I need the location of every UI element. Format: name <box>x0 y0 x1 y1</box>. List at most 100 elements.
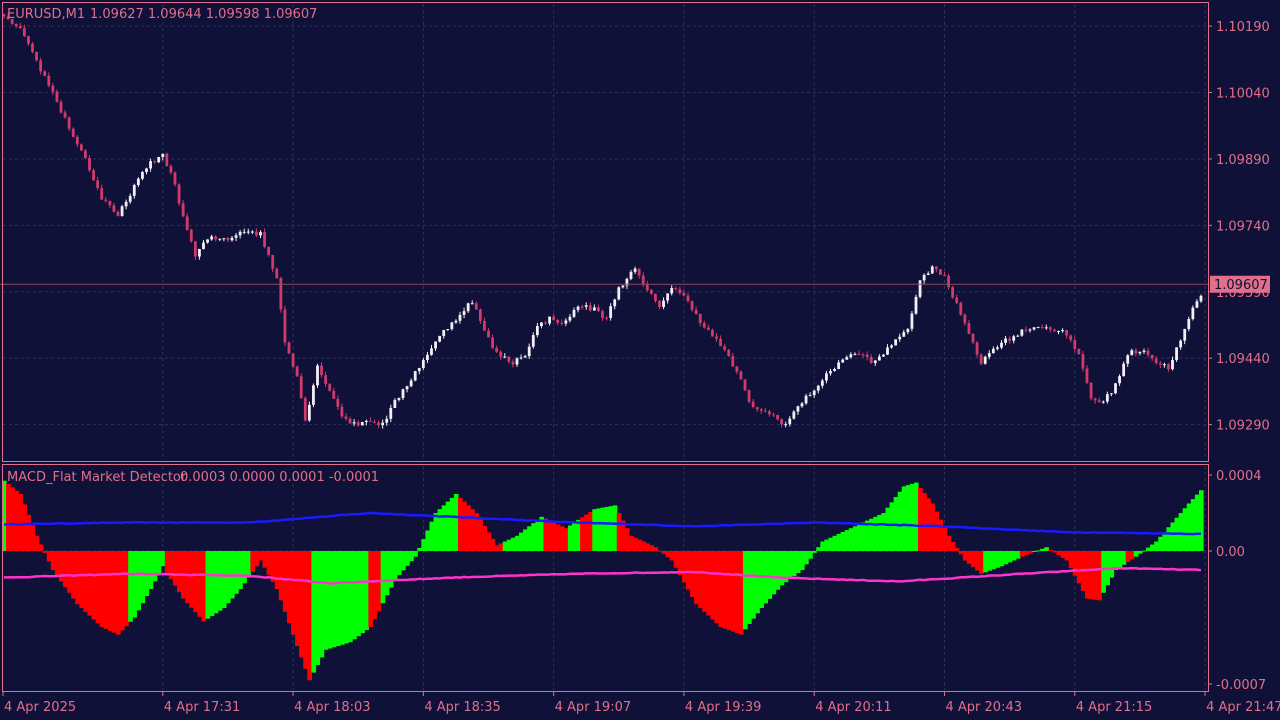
candle <box>1077 348 1081 355</box>
histogram-bar <box>83 551 89 612</box>
candle <box>6 13 10 21</box>
candle <box>613 298 617 310</box>
histogram-bar <box>791 551 797 577</box>
histogram-bar <box>445 501 451 551</box>
candle <box>238 229 242 239</box>
histogram-bar <box>905 485 911 551</box>
histogram-bar <box>295 551 300 646</box>
candle <box>1146 347 1150 358</box>
histogram-bar <box>620 520 626 551</box>
candle <box>1118 374 1121 386</box>
candle <box>271 254 275 273</box>
candlesticks <box>2 13 1203 429</box>
histogram-bar <box>392 551 398 580</box>
candle <box>352 419 356 427</box>
histogram-bar <box>323 551 329 650</box>
histogram-bar <box>702 551 707 612</box>
price-tick-label: 1.09890 <box>1216 153 1270 168</box>
histogram-bar <box>1032 551 1037 552</box>
indicator-pane-frame[interactable] <box>2 464 1209 692</box>
histogram-bar <box>771 551 777 595</box>
histogram-bar <box>1093 551 1098 600</box>
histogram-bar <box>930 503 935 551</box>
candle <box>996 345 999 351</box>
candle <box>690 300 694 312</box>
histogram-bar <box>38 544 44 551</box>
candle <box>474 301 478 310</box>
histogram-bar <box>547 520 553 551</box>
candle <box>31 42 34 54</box>
histogram-bar <box>262 551 268 568</box>
histogram-bar <box>136 551 141 611</box>
histogram-bar <box>991 551 996 570</box>
price-pane-frame[interactable] <box>2 2 1209 462</box>
histogram-bar <box>63 551 68 588</box>
histogram-bar <box>1084 551 1090 599</box>
histogram-bar <box>995 551 1001 568</box>
candle <box>1032 327 1036 331</box>
candle <box>943 271 946 277</box>
histogram-bar <box>840 532 846 551</box>
histogram-bar <box>234 551 239 594</box>
histogram-bar <box>804 551 809 565</box>
histogram-bar <box>124 551 129 627</box>
candle <box>576 305 580 313</box>
time-tick-label: 4 Apr 21:47 <box>1206 700 1280 715</box>
histogram-bar <box>714 551 720 624</box>
candle <box>1171 356 1174 371</box>
histogram-bar <box>934 511 939 551</box>
candle <box>625 277 629 289</box>
candle <box>1167 363 1170 372</box>
histogram-bar <box>364 551 369 631</box>
histogram-bar <box>307 551 312 681</box>
histogram-bar <box>103 551 109 629</box>
candle <box>104 196 108 203</box>
histogram-bar <box>608 506 614 551</box>
histogram-bar <box>478 519 483 551</box>
histogram-bar <box>1125 551 1131 563</box>
candle <box>519 354 523 360</box>
candle <box>910 310 914 332</box>
candle <box>1093 397 1097 404</box>
candle <box>193 240 197 260</box>
histogram-bar <box>584 514 589 551</box>
candle <box>841 358 845 363</box>
lower-line <box>4 566 1202 585</box>
candle <box>373 419 376 424</box>
histogram-bar <box>1011 551 1017 561</box>
candle <box>955 294 959 305</box>
histogram-bar <box>348 551 353 643</box>
candle <box>299 373 303 400</box>
price-grid <box>3 4 1208 460</box>
price-tick-label: 1.10190 <box>1216 20 1270 35</box>
histogram-bar <box>1027 551 1033 554</box>
candle <box>71 127 75 138</box>
candle <box>356 419 360 427</box>
candle <box>1085 365 1089 385</box>
histogram-bar <box>983 551 988 573</box>
candle <box>1142 348 1146 354</box>
histogram-bar <box>987 551 992 571</box>
histogram-bar <box>1113 551 1119 570</box>
candle <box>914 294 918 315</box>
candle <box>234 232 238 242</box>
histogram-bar <box>217 551 223 611</box>
histogram-bar <box>1133 551 1139 557</box>
candle <box>161 153 165 161</box>
candle <box>1053 328 1056 332</box>
histogram-bar <box>132 551 137 618</box>
histogram-bar <box>706 551 711 616</box>
histogram-bar <box>1190 499 1196 551</box>
histogram-bar <box>1064 551 1070 561</box>
histogram-bar <box>808 551 813 559</box>
candle <box>1097 397 1101 403</box>
candle <box>1195 299 1199 309</box>
candle <box>2 13 6 19</box>
candle <box>364 419 368 426</box>
candle <box>584 302 588 310</box>
histogram-bar <box>852 526 858 551</box>
histogram-bar <box>466 505 471 551</box>
candle <box>145 167 148 175</box>
candle <box>788 416 792 427</box>
histogram-bar <box>400 551 406 571</box>
